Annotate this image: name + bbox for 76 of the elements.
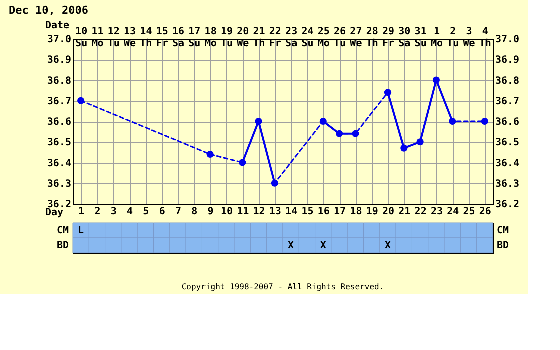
y2-tick-label: 36.7 (496, 96, 520, 108)
x-tick-label: 15 (302, 206, 314, 218)
text: X (384, 240, 392, 252)
point (432, 76, 440, 84)
y2-tick-label: 36.9 (496, 55, 520, 66)
x-tick-label: 7 (175, 206, 182, 218)
x-tick-label: 17 (334, 206, 346, 218)
y2-tick-label: 36.2 (496, 200, 520, 210)
y2-tick-label: 36.8 (496, 76, 520, 87)
x2-tick-label: 25 Mo (318, 26, 330, 50)
x-tick-label: 16 (318, 206, 330, 218)
point (416, 138, 424, 146)
x2-tick-label: 27 We (350, 26, 362, 50)
text: Copyright 1998-2007 - All Rights Reserved. (182, 282, 384, 292)
x-tick-label: 5 (143, 206, 150, 218)
y2-tick-label: 36.4 (496, 158, 520, 170)
text: X (320, 240, 326, 252)
text: L (78, 226, 84, 236)
point (78, 97, 85, 104)
x-tick-label: 18 (350, 206, 362, 218)
y-tick-label: 37.0 (47, 34, 72, 46)
x2-axis-title: Date (46, 20, 70, 32)
x-tick-label: 24 (447, 206, 460, 218)
x2-tick-label: 18 Mo (204, 26, 217, 50)
point (352, 130, 360, 138)
x-tick-label: 1 (78, 206, 85, 218)
point (384, 89, 392, 96)
x2-tick-label: 13 We (124, 26, 136, 50)
y-tick-label: 36.5 (47, 138, 72, 149)
x-tick-label: 19 (366, 206, 378, 218)
x-tick-label: 2 (94, 206, 101, 218)
x-tick-label: 22 (414, 206, 427, 218)
y2-tick-label: 36.5 (496, 138, 520, 149)
y-tick-label: 36.4 (47, 158, 72, 170)
point (206, 150, 214, 158)
y-tick-label: 36.8 (47, 76, 72, 87)
x-tick-label: 8 (192, 206, 198, 218)
x-tick-label: 25 (463, 206, 476, 218)
x2-tick-label: 20 We (237, 26, 250, 50)
x-tick-label: 21 (398, 206, 411, 218)
x-tick-label: 11 (237, 206, 250, 218)
point (255, 118, 262, 126)
y2-tick-label: 36.6 (496, 117, 520, 128)
y-tick-label: 36.9 (47, 55, 72, 66)
x-axis-title: Day (46, 208, 64, 218)
x-tick-label: 10 (220, 206, 233, 218)
point (400, 144, 408, 152)
point (320, 118, 327, 126)
y-tick-label: 36.3 (47, 178, 72, 190)
x-tick-label: 14 (286, 206, 298, 218)
x-tick-label: 4 (127, 206, 134, 218)
y2-tick-label: CM (497, 226, 510, 236)
y2-tick-label: 36.3 (496, 178, 520, 190)
x2-tick-label: 11 Mo (92, 26, 104, 50)
chart-title: Dec 10, 2006 (9, 4, 89, 17)
y2-tick-label: 37.0 (496, 34, 520, 46)
x-tick-label: 12 (253, 206, 266, 218)
text: X (288, 240, 294, 252)
point (481, 118, 488, 126)
x-tick-label: 13 (269, 206, 282, 218)
y-tick-label: 36.7 (47, 96, 72, 108)
point (449, 118, 456, 126)
x-tick-label: 9 (208, 206, 214, 218)
x-tick-label: 26 (479, 206, 492, 218)
y2-tick-label: BD (497, 240, 510, 252)
y-tick-label: 36.6 (47, 117, 72, 128)
x-tick-label: 3 (110, 206, 117, 218)
x-tick-label: 23 (430, 206, 443, 218)
x-tick-label: 6 (159, 206, 166, 218)
point (239, 159, 246, 166)
point (336, 130, 344, 138)
point (271, 180, 278, 187)
y-tick-label: BD (56, 240, 69, 252)
x-tick-label: 20 (382, 206, 395, 218)
x2-tick-label: 3 We (463, 26, 476, 50)
y-tick-label: CM (56, 226, 69, 236)
